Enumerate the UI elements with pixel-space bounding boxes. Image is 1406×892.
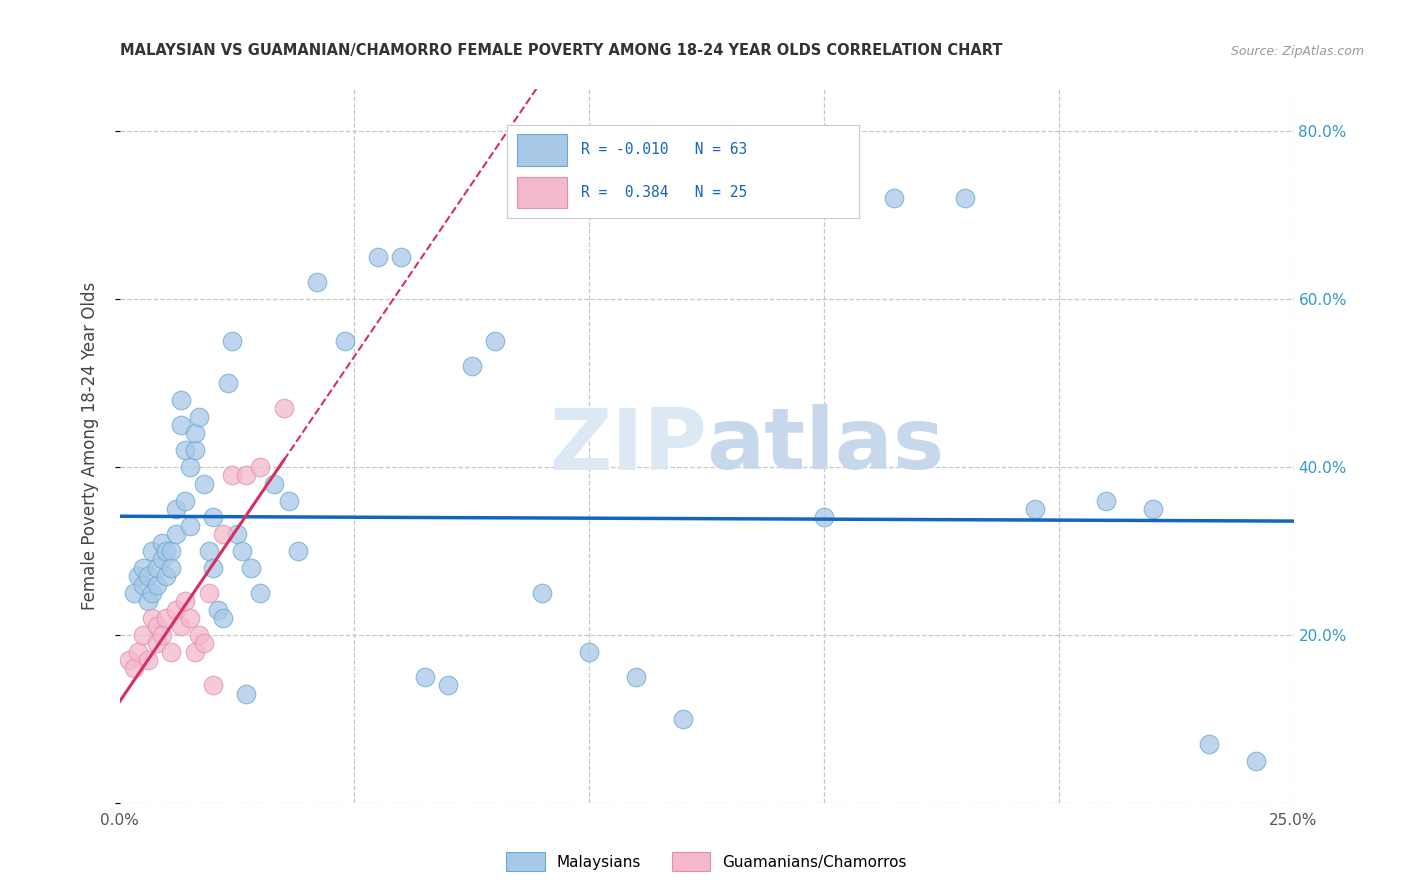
Point bbox=[165, 502, 187, 516]
Point bbox=[174, 443, 197, 458]
Point bbox=[413, 670, 436, 684]
Point bbox=[217, 376, 239, 390]
Point bbox=[160, 645, 183, 659]
Point bbox=[188, 409, 211, 424]
Point bbox=[1198, 737, 1220, 751]
Point bbox=[127, 569, 149, 583]
Point bbox=[183, 645, 205, 659]
Point bbox=[146, 619, 169, 633]
Text: atlas: atlas bbox=[707, 404, 945, 488]
Point bbox=[953, 191, 976, 205]
Point bbox=[132, 628, 155, 642]
Point bbox=[150, 552, 173, 566]
Point bbox=[531, 586, 554, 600]
Point bbox=[437, 678, 460, 692]
Point bbox=[202, 560, 225, 574]
Point bbox=[235, 468, 257, 483]
Point bbox=[160, 560, 183, 574]
Point bbox=[287, 544, 309, 558]
Point bbox=[1142, 502, 1164, 516]
Point bbox=[165, 527, 187, 541]
Point bbox=[141, 586, 163, 600]
Point bbox=[141, 611, 163, 625]
Point bbox=[155, 544, 177, 558]
Point bbox=[333, 334, 356, 348]
Point bbox=[179, 460, 201, 475]
Point bbox=[221, 468, 243, 483]
Text: MALAYSIAN VS GUAMANIAN/CHAMORRO FEMALE POVERTY AMONG 18-24 YEAR OLDS CORRELATION: MALAYSIAN VS GUAMANIAN/CHAMORRO FEMALE P… bbox=[120, 43, 1002, 58]
Point bbox=[169, 619, 191, 633]
Point bbox=[624, 670, 647, 684]
Point bbox=[118, 653, 141, 667]
Point bbox=[221, 334, 243, 348]
Point bbox=[813, 510, 835, 524]
Point bbox=[211, 527, 233, 541]
Point bbox=[150, 628, 173, 642]
Point bbox=[193, 636, 215, 650]
Point bbox=[132, 577, 155, 591]
Point bbox=[1024, 502, 1046, 516]
Point bbox=[141, 544, 163, 558]
Point bbox=[160, 544, 183, 558]
Point bbox=[169, 392, 191, 407]
Text: Source: ZipAtlas.com: Source: ZipAtlas.com bbox=[1230, 45, 1364, 58]
Point bbox=[136, 569, 159, 583]
Point bbox=[183, 443, 205, 458]
Point bbox=[202, 678, 225, 692]
Point bbox=[197, 544, 219, 558]
Point bbox=[146, 560, 169, 574]
Point bbox=[155, 611, 177, 625]
Point bbox=[183, 426, 205, 441]
Point bbox=[188, 628, 211, 642]
Legend: Malaysians, Guamanians/Chamorros: Malaysians, Guamanians/Chamorros bbox=[501, 847, 912, 877]
Point bbox=[150, 535, 173, 549]
Point bbox=[1094, 493, 1116, 508]
Point bbox=[460, 359, 484, 374]
Point bbox=[132, 560, 155, 574]
Point bbox=[389, 250, 412, 264]
Point bbox=[127, 645, 149, 659]
Point bbox=[273, 401, 295, 416]
Point bbox=[174, 594, 197, 608]
Point bbox=[193, 476, 215, 491]
Text: ZIP: ZIP bbox=[548, 404, 707, 488]
Point bbox=[225, 527, 249, 541]
Point bbox=[263, 476, 285, 491]
Point bbox=[197, 586, 219, 600]
Point bbox=[231, 544, 253, 558]
Point bbox=[169, 417, 191, 432]
Point bbox=[179, 518, 201, 533]
Point bbox=[367, 250, 389, 264]
Point bbox=[146, 577, 169, 591]
Point bbox=[122, 586, 145, 600]
Point bbox=[484, 334, 506, 348]
Point bbox=[249, 460, 271, 475]
Point bbox=[122, 661, 145, 675]
Point bbox=[305, 275, 328, 289]
Point bbox=[174, 493, 197, 508]
Point bbox=[578, 645, 600, 659]
Point bbox=[179, 611, 201, 625]
Point bbox=[207, 603, 229, 617]
Point bbox=[672, 712, 695, 726]
Point bbox=[136, 594, 159, 608]
Point bbox=[165, 603, 187, 617]
Point bbox=[235, 687, 257, 701]
Point bbox=[240, 560, 263, 574]
Point bbox=[249, 586, 271, 600]
Point bbox=[1244, 754, 1267, 768]
Point bbox=[155, 569, 177, 583]
Point bbox=[883, 191, 905, 205]
Point bbox=[211, 611, 233, 625]
Point bbox=[136, 653, 159, 667]
Point bbox=[277, 493, 299, 508]
Point bbox=[202, 510, 225, 524]
Y-axis label: Female Poverty Among 18-24 Year Olds: Female Poverty Among 18-24 Year Olds bbox=[80, 282, 98, 610]
Point bbox=[146, 636, 169, 650]
